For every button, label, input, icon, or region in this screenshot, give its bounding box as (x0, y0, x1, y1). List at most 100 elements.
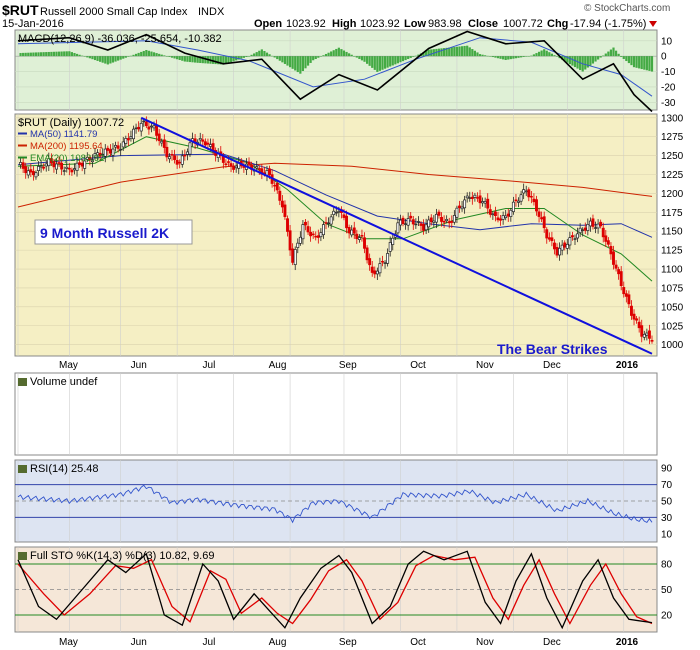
candle-body (227, 161, 230, 163)
rsi-panel-icon (18, 465, 27, 473)
macd-histogram-bar (145, 50, 148, 57)
macd-histogram-bar (496, 56, 500, 59)
macd-histogram-bar (525, 56, 528, 57)
price-y-tick: 1250 (661, 151, 684, 162)
annotation-box (34, 219, 193, 245)
macd-histogram-bar (288, 56, 292, 68)
candle-body (529, 195, 533, 198)
candle-body (470, 196, 474, 200)
macd-histogram-bar (181, 56, 184, 61)
candle-body (429, 217, 433, 223)
macd-histogram-bar (278, 56, 281, 61)
macd-histogram-bar (545, 50, 548, 57)
macd-histogram-bar (60, 51, 63, 57)
trend-line (140, 116, 653, 355)
macd-histogram-bar (491, 56, 494, 58)
candle-body (547, 237, 551, 240)
macd-histogram-bar (96, 56, 99, 61)
candle-body (591, 218, 595, 227)
candle-body (447, 221, 451, 224)
macd-histogram-bar (507, 56, 510, 60)
macd-histogram-bar (396, 56, 399, 64)
rsi-y-tick: 70 (661, 480, 673, 491)
macd-histogram-bar (255, 52, 258, 57)
macd-histogram-bar (250, 54, 253, 57)
candle-body (88, 156, 92, 161)
candle-body (26, 170, 30, 176)
candle-body (155, 125, 159, 136)
candle-body (481, 201, 485, 204)
candle-body (542, 216, 546, 229)
candle-body (183, 154, 187, 157)
macd-histogram-bar (437, 48, 441, 57)
macd-histogram-bar (571, 56, 574, 66)
candle-body (365, 247, 369, 261)
x-tick-label: Jul (203, 637, 216, 648)
macd-histogram-bar (442, 48, 446, 57)
x-tick-label: May (59, 637, 78, 648)
candle-body (316, 235, 320, 238)
candle-body (152, 125, 156, 129)
axis-labels: May Jun Jul Aug Sep Oct Nov Dec 2016 May Jun Jul Aug… (59, 36, 684, 648)
candle-body (517, 200, 520, 203)
macd-histogram-bar (509, 56, 512, 60)
candle-body (647, 330, 651, 339)
macd-histogram-bar (563, 56, 566, 62)
macd-histogram-bar (566, 56, 569, 63)
close-value: 1007.72 (503, 18, 543, 30)
candle-body (499, 218, 503, 221)
candle-body (234, 165, 238, 169)
candle-body (52, 161, 56, 168)
candle-body (509, 209, 513, 217)
candle-body (286, 218, 289, 232)
macd-histogram-bar (399, 56, 402, 63)
candle-body (455, 207, 459, 218)
macd-histogram-bar (476, 52, 479, 57)
macd-histogram-bar (68, 51, 71, 57)
macd-histogram-bar (276, 56, 279, 60)
candle-body (612, 251, 615, 265)
candle-body (132, 128, 135, 140)
candle-body (452, 215, 456, 223)
price-y-tick: 1175 (661, 208, 683, 219)
candle-body (57, 162, 61, 164)
macd-histogram-bar (532, 54, 536, 57)
macd-histogram-bar (468, 47, 471, 57)
macd-histogram-bar (271, 55, 274, 57)
price-y-tick: 1225 (661, 170, 684, 181)
candle-body (363, 237, 366, 249)
candle-body (98, 152, 102, 157)
macd-histogram-bar (386, 56, 389, 68)
candle-body (29, 169, 33, 173)
macd-histogram-bar (455, 46, 459, 57)
candle-body (491, 213, 495, 216)
macd-histogram-bar (127, 56, 130, 57)
candle-body (142, 120, 146, 123)
candle-body (188, 142, 192, 155)
candle-body (347, 227, 351, 234)
macd-histogram-bar (404, 56, 407, 61)
macd-histogram-bar (458, 46, 461, 57)
candle-body (391, 237, 395, 245)
candle-body (324, 222, 328, 224)
macd-histogram-bar (132, 54, 135, 57)
macd-histogram-bar (499, 56, 502, 59)
candle-body (108, 149, 112, 154)
macd-histogram-bar (512, 56, 515, 59)
candle-body (291, 248, 295, 263)
candle-body (137, 126, 141, 130)
macd-histogram-bar (124, 56, 127, 58)
candle-body (60, 162, 64, 170)
macd-histogram-bar (517, 56, 520, 58)
chg-value: -17.94 (-1.75%) (570, 18, 646, 30)
macd-histogram-bar (553, 55, 556, 57)
candle-body (83, 160, 87, 169)
candle-body (65, 166, 69, 169)
candle-body (314, 235, 318, 238)
rsi-y-tick: 10 (661, 529, 673, 540)
sto-y-tick: 50 (661, 585, 673, 596)
x-tick-label: Nov (476, 360, 494, 371)
macd-histogram-bar (32, 52, 35, 57)
macd-y-tick: -10 (661, 67, 676, 78)
macd-histogram-bar (589, 56, 592, 66)
